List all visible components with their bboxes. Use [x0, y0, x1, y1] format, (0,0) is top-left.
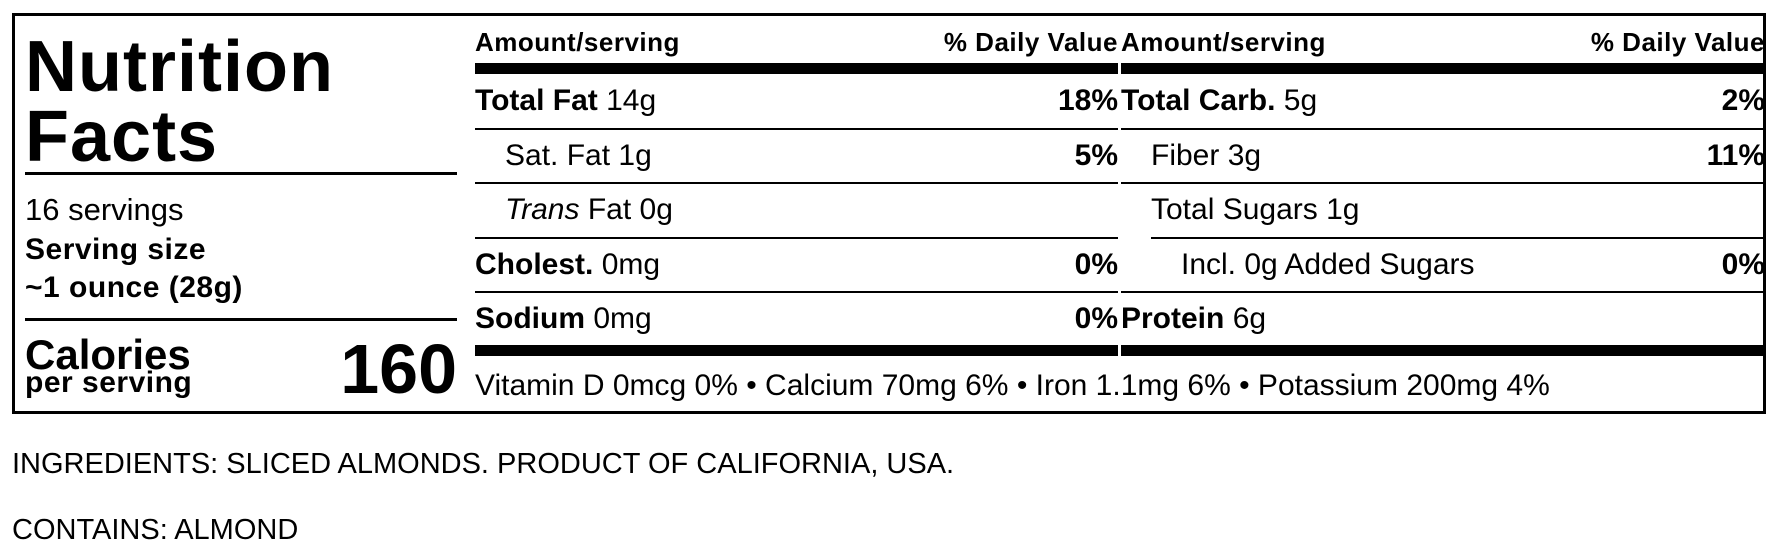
nutrient-dv: 0%: [1074, 302, 1118, 335]
nutrition-facts-panel: Nutrition Facts 16 servings Serving size…: [12, 13, 1766, 414]
servings-count: 16 servings: [25, 192, 184, 227]
row-divider: [475, 237, 1118, 239]
nutrient-amount: 0mg: [601, 248, 661, 281]
nutrient-row-trans-fat: Trans Fat 0g: [475, 184, 1118, 236]
ingredients-statement: INGREDIENTS: SLICED ALMONDS. PRODUCT OF …: [12, 448, 955, 480]
row-divider: [475, 291, 1118, 293]
nutrient-name: Incl. 0g Added Sugars: [1181, 248, 1475, 281]
row-divider: [1151, 237, 1765, 239]
nutrient-row-cholesterol: Cholest. 0mg 0%: [475, 239, 1118, 291]
nutrient-column-right: Amount/serving % Daily Value Total Carb.…: [1121, 16, 1765, 356]
nutrient-name: Total Carb.: [1121, 84, 1276, 117]
nutrient-amount: 6g: [1232, 302, 1267, 335]
nutrient-dv: 5%: [1074, 139, 1118, 172]
nutrient-row-sodium: Sodium 0mg 0%: [475, 293, 1118, 345]
bottom-thick-rule: [1121, 345, 1765, 356]
row-divider: [1121, 128, 1765, 130]
nutrient-amount: 0g: [639, 193, 673, 226]
daily-value-header: % Daily Value: [1590, 27, 1765, 57]
nutrient-name: Total Sugars: [1151, 193, 1318, 226]
column-header: Amount/serving % Daily Value: [475, 26, 1118, 58]
nutrient-amount: 14g: [606, 84, 657, 117]
nutrient-row-added-sugars: Incl. 0g Added Sugars 0%: [1121, 239, 1765, 291]
nutrient-name: Sodium: [475, 302, 585, 335]
serving-size-value: ~1 ounce (28g): [25, 271, 243, 304]
serving-size: Serving size ~1 ounce (28g): [25, 231, 243, 307]
serving-divider: [25, 318, 457, 321]
nutrient-dv: 11%: [1706, 139, 1765, 172]
nutrient-amount: 1g: [1326, 193, 1360, 226]
header-thick-rule: [1121, 63, 1765, 74]
nutrient-row-sat-fat: Sat. Fat 1g 5%: [475, 130, 1118, 182]
nutrient-row-protein: Protein 6g: [1121, 293, 1765, 345]
panel-title: Nutrition Facts: [25, 27, 425, 177]
vitamins-minerals-line: Vitamin D 0mcg 0% • Calcium 70mg 6% • Ir…: [475, 369, 1550, 402]
nutrient-amount: 3g: [1227, 139, 1262, 172]
title-divider: [25, 172, 457, 175]
nutrient-row-total-carb: Total Carb. 5g 2%: [1121, 75, 1765, 127]
row-divider: [1121, 291, 1765, 293]
title-line-2: Facts: [25, 97, 219, 177]
nutrient-column-left: Amount/serving % Daily Value Total Fat 1…: [475, 16, 1118, 356]
daily-value-header: % Daily Value: [943, 27, 1118, 57]
amount-per-serving-header: Amount/serving: [475, 27, 680, 57]
nutrient-amount: 5g: [1283, 84, 1318, 117]
amount-per-serving-header: Amount/serving: [1121, 27, 1326, 57]
nutrient-name: Protein: [1121, 302, 1225, 335]
nutrient-row-total-fat: Total Fat 14g 18%: [475, 75, 1118, 127]
allergen-statement: CONTAINS: ALMOND: [12, 514, 299, 546]
calories-value: 160: [340, 330, 457, 408]
nutrient-name: Fiber: [1151, 139, 1220, 172]
nutrient-amount: 0mg: [593, 302, 652, 335]
nutrient-dv: 18%: [1057, 84, 1118, 117]
row-divider: [475, 182, 1118, 184]
nutrient-dv: 2%: [1721, 84, 1765, 117]
nutrient-row-fiber: Fiber 3g 11%: [1121, 130, 1765, 182]
nutrient-dv: 0%: [1721, 248, 1765, 281]
nutrient-name: Fat: [587, 193, 632, 226]
serving-size-label: Serving size: [25, 233, 207, 266]
nutrient-name: Cholest.: [475, 248, 594, 281]
row-divider: [1121, 182, 1765, 184]
column-header: Amount/serving % Daily Value: [1121, 26, 1765, 58]
nutrient-name-italic: Trans: [505, 193, 580, 226]
calories-label: Calories: [25, 331, 191, 378]
nutrient-row-total-sugars: Total Sugars 1g: [1121, 184, 1765, 236]
row-divider: [475, 128, 1118, 130]
bottom-thick-rule: [475, 345, 1118, 356]
header-thick-rule: [475, 63, 1118, 74]
calories-per-serving-label: per serving: [25, 366, 193, 399]
nutrient-amount: 1g: [618, 139, 652, 172]
nutrient-name: Total Fat: [475, 84, 598, 117]
title-line-1: Nutrition: [25, 27, 334, 107]
nutrient-dv: 0%: [1074, 248, 1118, 281]
nutrient-name: Sat. Fat: [505, 139, 611, 172]
